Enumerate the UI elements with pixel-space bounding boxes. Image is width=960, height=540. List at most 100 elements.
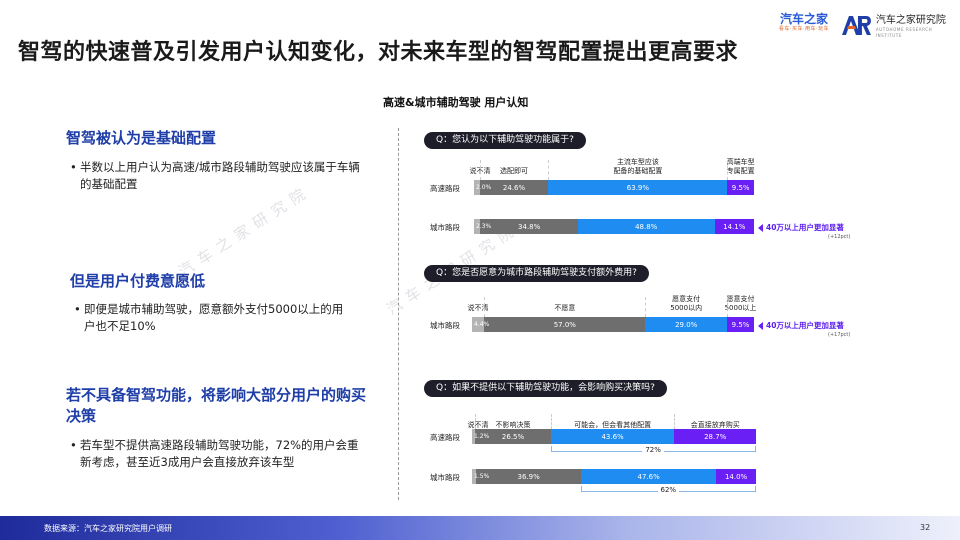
legend-header-line: 说不清 [467,304,489,312]
insight-body-3: 若车型不提供高速路段辅助驾驶功能，72%的用户会重新考虑，甚至近3成用户会直接放… [66,437,361,471]
footer-band [0,516,960,540]
header-guide-line [674,414,676,429]
bracket-label: 62% [657,486,680,494]
bar-segment: 34.8% [480,219,578,234]
bar-value-label: 29.0% [675,320,698,329]
bar-value-label: 26.5% [501,432,525,441]
legend-header-line: 5000以上 [724,304,757,312]
stacked-bar: 1.5% 36.9% 47.6% 14.0% [472,469,756,484]
stacked-bar: 1.2% 26.5% 43.6% 28.7% [472,429,756,444]
header-guide-line [475,414,477,429]
research-institute-logo: 汽车之家研究院 AUTOHOME RESEARCH INSTITUTE [840,14,960,39]
insight-body-2: 即便是城市辅助驾驶，愿意额外支付5000以上的用户也不足10% [70,301,350,335]
bar-segment: 28.7% [674,429,756,444]
bar-segment: 47.6% [581,469,717,484]
legend-header: 不影响决策 [496,421,531,430]
ar-logo-icon [841,16,871,35]
bar-value-label: 34.8% [518,222,541,231]
stacked-bar: 2.3% 34.8% 48.8% 14.1% [474,219,754,234]
callout-delta: (+17pct) [828,332,851,338]
research-institute-name: 汽车之家研究院 [875,15,946,26]
header-guide-line [727,297,729,317]
insight-heading-1: 智驾被认为是基础配置 [66,129,217,147]
legend-header: 会直接放弃购买 [691,421,740,430]
row-label: 城市路段 [430,223,460,232]
question-pill: Q：如果不提供以下辅助驾驶功能，会影响购买决策吗? [424,380,667,397]
bar-value-label: 43.6% [601,432,624,441]
insight-heading-2: 但是用户付费意愿低 [70,272,206,290]
legend-header: 说不清 [468,304,489,313]
legend-header-line: 主流车型应该 [616,158,659,166]
bar-value-label: 47.6% [637,472,660,481]
insight-heading-3: 若不具备智驾功能，将影响大部分用户的购买决策 [66,386,367,425]
legend-header: 愿意支付 5000以上 [725,295,757,313]
row-label: 高速路段 [430,433,460,442]
chart-title: 高速&城市辅助驾驶 用户认知 [383,96,529,109]
bar-segment: 14.1% [714,219,754,234]
callout-note: 40万以上用户更加显著 [758,222,844,233]
legend-header-line: 5000以内 [670,304,703,312]
header-guide-line [484,297,486,317]
legend-header: 选配即可 [500,167,528,176]
bar-value-label: 4.4% [474,321,490,328]
callout-text: 40万以上用户更加显著 [766,321,844,330]
bar-value-label: 28.7% [704,432,727,441]
bar-segment: 2.0% [474,180,491,195]
callout-text: 40万以上用户更加显著 [766,223,844,232]
arrow-left-icon [758,321,763,330]
bar-segment: 29.0% [645,317,728,332]
legend-header: 高端车型 专属配置 [727,158,755,176]
bar-segment: 9.5% [727,317,754,332]
bar-value-label: 57.0% [553,320,576,329]
legend-header-line: 会直接放弃购买 [690,421,740,429]
bar-segment: 4.4% [472,317,489,332]
legend-header-line: 不影响决策 [495,421,531,429]
row-label: 高速路段 [430,184,460,193]
header-guide-line [727,160,729,180]
bar-segment: 26.5% [475,429,551,444]
bracket-label: 72% [642,446,664,454]
page-number: 32 [920,523,931,532]
row-label: 城市路段 [430,473,460,482]
bar-value-label: 1.5% [474,473,490,480]
legend-header-line: 专属配置 [726,167,755,175]
row-label: 城市路段 [430,321,460,330]
header-guide-line [645,297,647,317]
bar-segment: 48.8% [577,219,715,234]
section-divider [398,128,399,500]
legend-header: 可能会，但会看其他配置 [574,421,651,430]
stacked-bar: 4.4% 57.0% 29.0% 9.5% [472,317,754,332]
legend-header-line: 不愿意 [554,304,576,312]
legend-header-line: 可能会，但会看其他配置 [574,421,652,429]
stacked-bar: 2.0% 24.6% 63.9% 9.5% [474,180,754,195]
question-pill: Q：您认为以下辅助驾驶功能属于? [424,132,586,149]
legend-header-line: 愿意支付 [672,295,701,303]
bar-segment: 63.9% [548,180,728,195]
page-title: 智驾的快速普及引发用户认知变化，对未来车型的智驾配置提出更高要求 [18,40,739,65]
legend-header: 主流车型应该 配备的基础配置 [613,158,662,176]
legend-header-line: 选配即可 [500,167,529,175]
bar-value-label: 63.9% [626,183,650,192]
legend-header-line: 愿意支付 [726,295,755,303]
research-institute-english: AUTOHOME RESEARCH INSTITUTE [875,27,933,38]
bar-value-label: 9.5% [731,183,750,192]
bar-value-label: 14.1% [723,222,746,231]
bar-segment: 57.0% [484,317,646,332]
autohome-logo: 汽车之家 看车·买车·用车·玩车 [776,12,832,33]
bar-value-label: 24.6% [502,183,526,192]
legend-header-line: 说不清 [467,421,489,429]
insight-body-1: 半数以上用户认为高速/城市路段辅助驾驶应该属于车辆的基础配置 [66,159,366,193]
callout-delta: (+12pct) [828,234,851,240]
header-guide-line [479,160,481,180]
legend-header-line: 高端车型 [726,158,755,166]
header-guide-line [548,160,550,180]
autohome-logo-text: 汽车之家 [779,12,828,26]
bar-segment: 24.6% [479,180,549,195]
bar-segment: 36.9% [476,469,582,484]
bar-value-label: 9.5% [731,320,750,329]
legend-header-line: 配备的基础配置 [613,167,663,175]
watermark: 汽车之家研究院 [175,181,315,281]
bar-segment: 1.2% [472,429,489,444]
bar-value-label: 14.0% [724,472,748,481]
header-guide-line [550,414,552,429]
